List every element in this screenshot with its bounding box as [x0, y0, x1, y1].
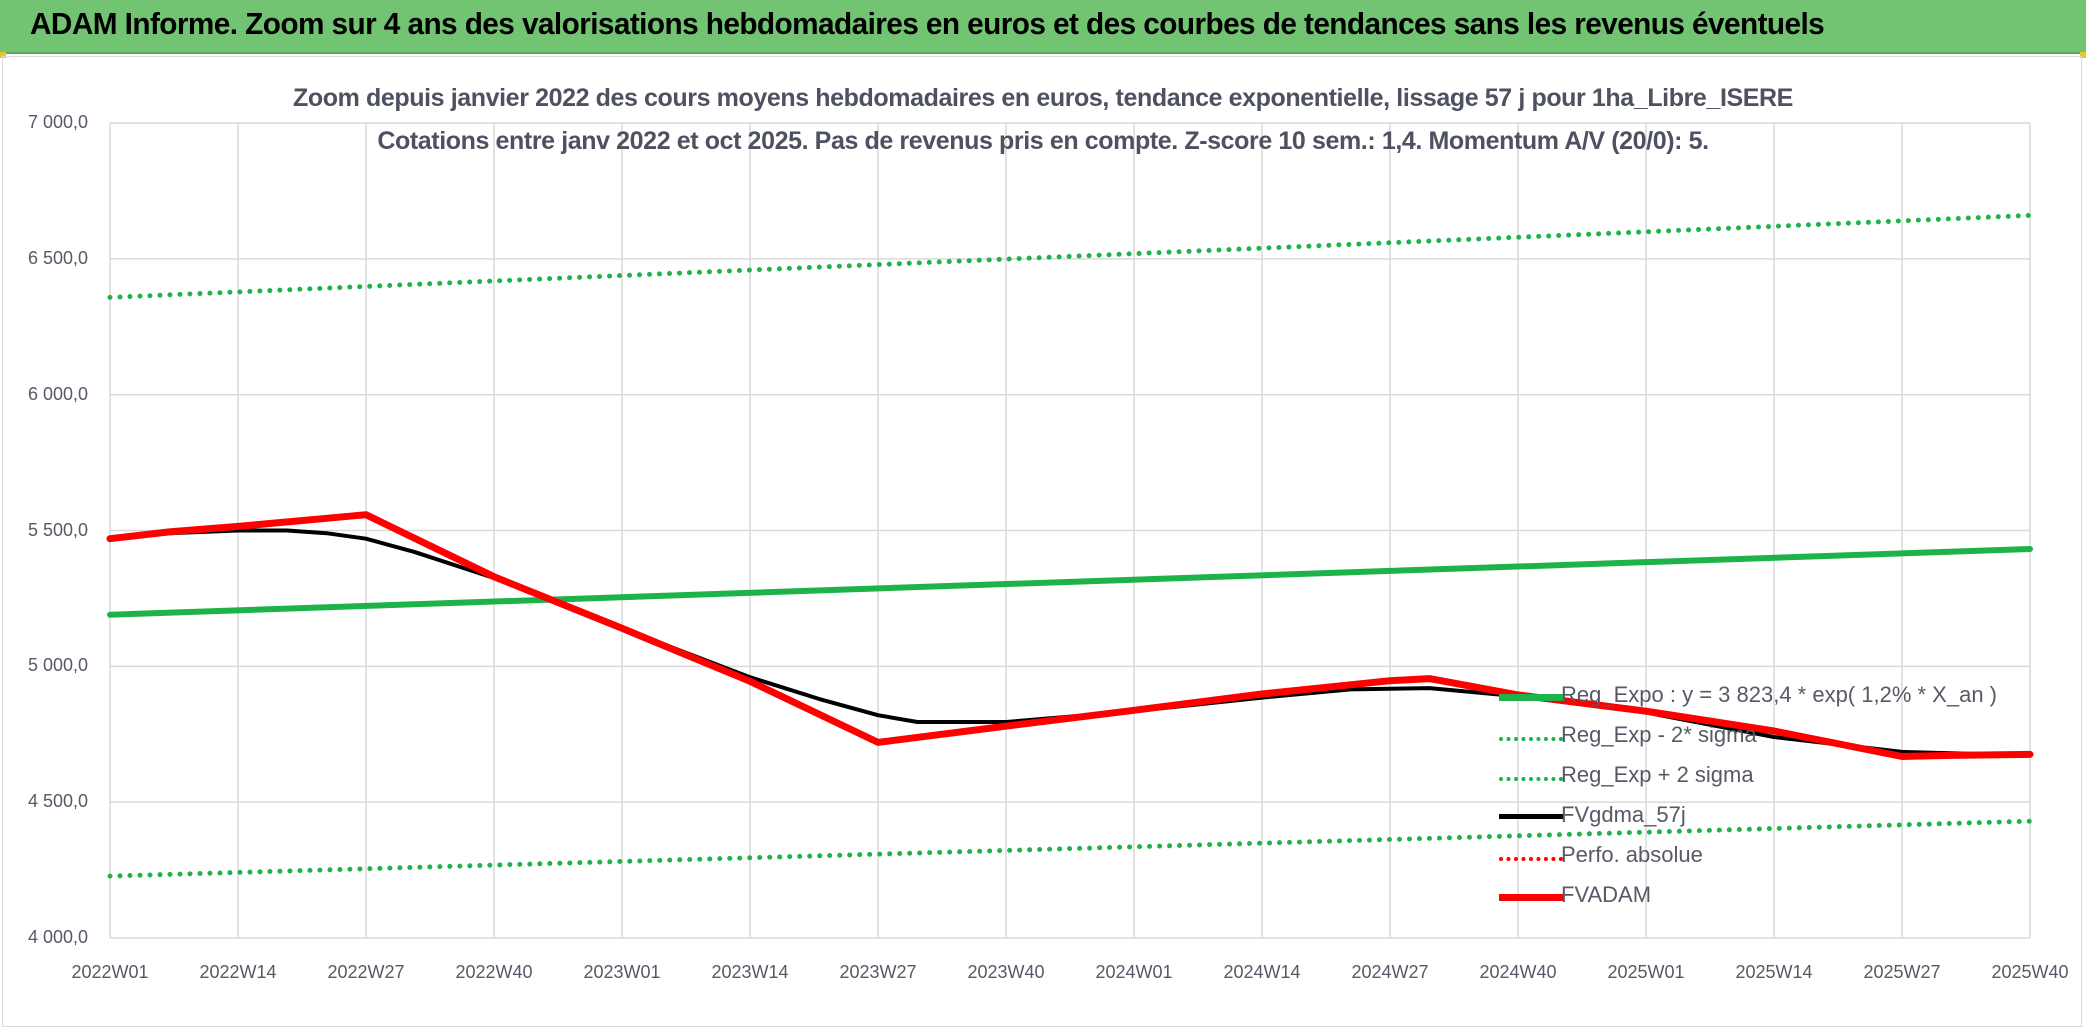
x-tick-label: 2024W14 — [1223, 962, 1301, 982]
x-tick-label: 2023W01 — [583, 962, 661, 982]
series-line-1 — [107, 818, 2033, 879]
chart-frame — [2, 56, 2082, 1027]
legend-label: Reg_Exp + 2 sigma — [1561, 762, 1754, 787]
legend-swatch — [1499, 777, 1563, 781]
x-tick-label: 2022W14 — [199, 962, 277, 982]
x-tick-label: 2024W40 — [1479, 962, 1557, 982]
banner-corner-right — [2080, 52, 2086, 58]
legend-swatch — [1499, 737, 1563, 741]
legend-item: Reg_Exp - 2* sigma — [1495, 717, 2035, 757]
x-tick-label: 2023W27 — [839, 962, 917, 982]
report-banner: ADAM Informe. Zoom sur 4 ans des valoris… — [0, 0, 2086, 54]
legend-swatch — [1499, 857, 1563, 861]
legend-label: Reg_Exp - 2* sigma — [1561, 722, 1757, 747]
legend-swatch — [1499, 814, 1563, 819]
x-tick-label: 2022W40 — [455, 962, 533, 982]
legend-item: FVADAM — [1495, 877, 2035, 917]
x-tick-label: 2025W27 — [1863, 962, 1941, 982]
x-tick-label: 2025W14 — [1735, 962, 1813, 982]
chart-subtitle: Cotations entre janv 2022 et oct 2025. P… — [377, 127, 1709, 155]
x-tick-label: 2023W40 — [967, 962, 1045, 982]
legend-label: FVgdma_57j — [1561, 802, 1686, 827]
y-tick-label: 7 000,0 — [27, 112, 88, 132]
y-tick-label: 6 500,0 — [27, 247, 88, 268]
legend-item: Reg_Exp + 2 sigma — [1495, 757, 2035, 797]
y-tick-label: 5 000,0 — [27, 655, 88, 676]
legend-item: FVgdma_57j — [1495, 797, 2035, 837]
legend-swatch — [1499, 894, 1563, 901]
legend-label: Perfo. absolue — [1561, 842, 1703, 867]
y-tick-label: 4 000,0 — [27, 927, 88, 947]
x-tick-label: 2022W01 — [71, 962, 149, 982]
y-tick-label: 5 500,0 — [27, 519, 88, 540]
x-tick-label: 2024W01 — [1095, 962, 1173, 982]
x-tick-label: 2022W27 — [327, 962, 405, 982]
x-tick-label: 2025W40 — [1991, 962, 2069, 982]
legend-label: FVADAM — [1561, 882, 1652, 907]
banner-corner-left — [0, 52, 6, 58]
x-tick-label: 2023W14 — [711, 962, 789, 982]
x-tick-label: 2025W01 — [1607, 962, 1685, 982]
y-tick-label: 4 500,0 — [27, 791, 88, 812]
legend-label: Reg_Expo : y = 3 823,4 * exp( 1,2% * X_a… — [1561, 682, 1997, 707]
legend-swatch — [1499, 694, 1563, 701]
series-line-0 — [107, 546, 2033, 618]
series-line-2 — [107, 212, 2033, 300]
chart-title: Zoom depuis janvier 2022 des cours moyen… — [293, 84, 1793, 112]
x-tick-label: 2024W27 — [1351, 962, 1429, 982]
legend-item: Perfo. absolue — [1495, 837, 2035, 877]
series-line-5 — [106, 511, 2034, 760]
legend-item: Reg_Expo : y = 3 823,4 * exp( 1,2% * X_a… — [1495, 677, 2035, 717]
chart-legend: Reg_Expo : y = 3 823,4 * exp( 1,2% * X_a… — [1495, 677, 2035, 917]
banner-title: ADAM Informe. Zoom sur 4 ans des valoris… — [30, 6, 1825, 41]
y-tick-label: 6 000,0 — [27, 383, 88, 404]
